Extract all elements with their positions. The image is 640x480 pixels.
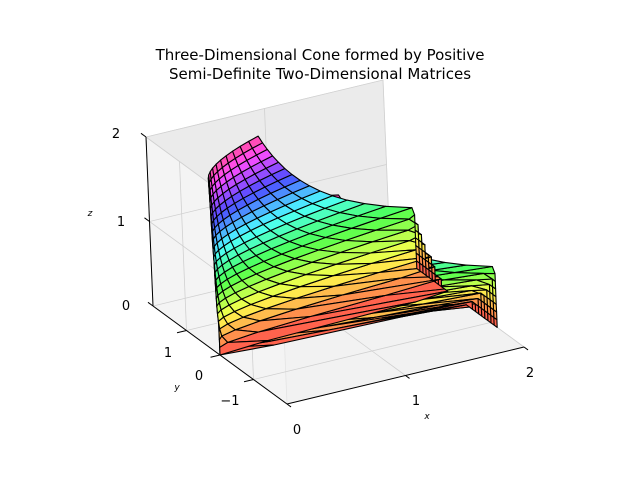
z-tick-mark: [144, 217, 150, 222]
surface-patch: [248, 135, 264, 149]
y-tick-mark: [243, 379, 254, 383]
z-tick-label-2: 2: [112, 127, 120, 142]
y-tick-mark: [210, 354, 221, 358]
y-tick-label-0: −1: [220, 394, 239, 409]
surface-patch: [415, 260, 421, 272]
x-tick-label-1: 1: [412, 394, 420, 409]
x-tick-mark: [405, 375, 410, 379]
x-tick-mark: [286, 403, 292, 408]
z-axis-label: z: [87, 209, 93, 219]
x-tick-mark: [523, 346, 529, 351]
y-tick-mark: [176, 330, 187, 334]
x-axis-label: x: [423, 412, 430, 422]
y-tick-label-1: 0: [195, 369, 203, 384]
x-tick-label-0: 0: [293, 423, 301, 438]
z-tick-mark: [140, 132, 147, 138]
z-tick-mark: [147, 301, 154, 307]
cone-surface: [207, 135, 498, 356]
y-axis-label: y: [173, 383, 180, 393]
z-tick-label-0: 0: [122, 299, 130, 314]
z-tick-label-1: 1: [117, 215, 125, 230]
x-tick-label-2: 2: [526, 366, 534, 381]
y-tick-label-2: 1: [164, 346, 172, 361]
chart-title-line-2: Semi-Definite Two-Dimensional Matrices: [168, 65, 472, 83]
axes-ticks: [140, 132, 529, 408]
chart-title-line-1: Three-Dimensional Cone formed by Positiv…: [155, 46, 485, 64]
